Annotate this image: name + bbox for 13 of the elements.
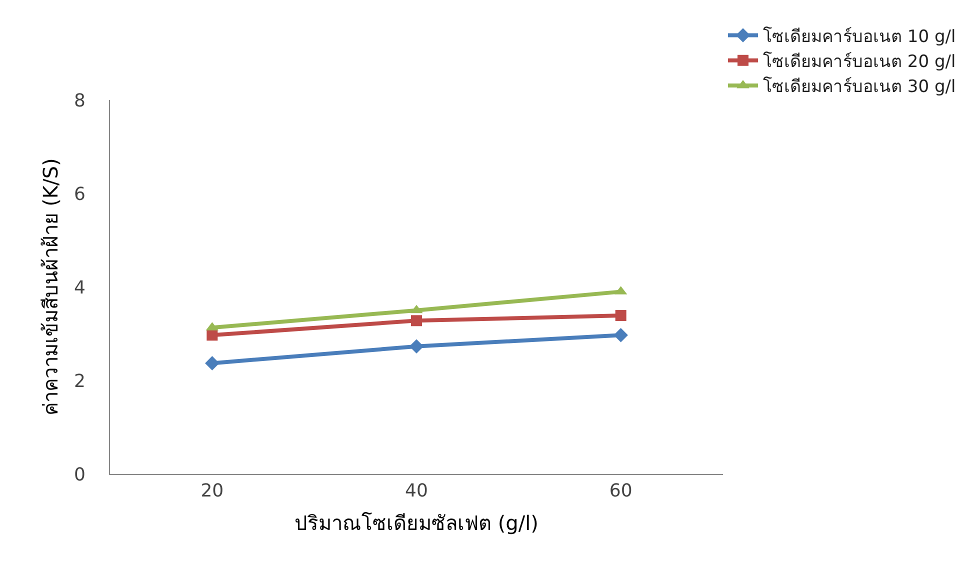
y-tick-label: 4: [74, 277, 86, 298]
legend-label: โซเดียมคาร์บอเนต 20 g/l: [763, 51, 956, 72]
x-tick-label: 40: [405, 480, 428, 502]
y-axis-title: ค่าความเข้มสีบนผ้าฝ้าย (K/S): [38, 158, 62, 416]
y-tick-label: 6: [74, 184, 86, 205]
legend-label: โซเดียมคาร์บอเนต 10 g/l: [763, 26, 956, 47]
legend-label: โซเดียมคาร์บอเนต 30 g/l: [763, 76, 956, 98]
x-tick-label: 20: [200, 480, 224, 502]
x-axis-title: ปริมาณโซเดียมซัลเฟต (g/l): [294, 511, 538, 536]
x-tick-label: 60: [609, 480, 632, 502]
y-tick-label: 0: [74, 464, 86, 486]
y-tick-label: 8: [74, 90, 86, 112]
y-tick-label: 2: [74, 370, 86, 392]
